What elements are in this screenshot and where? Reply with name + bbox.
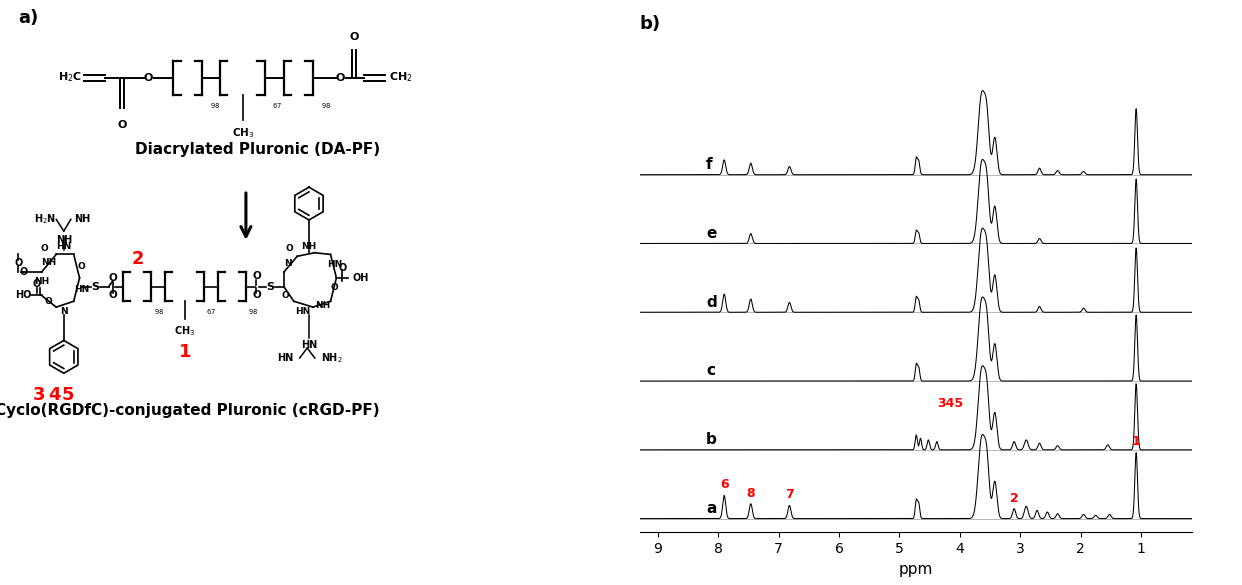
Text: 6: 6 (720, 479, 729, 491)
Text: N: N (284, 259, 292, 268)
Text: O: O (335, 73, 345, 83)
Text: O: O (118, 120, 127, 130)
Text: $_{98}$: $_{98}$ (210, 101, 220, 111)
Text: 1: 1 (1131, 435, 1140, 449)
Text: O: O (286, 244, 293, 253)
Text: HO: HO (15, 290, 32, 301)
Text: NH: NH (34, 277, 50, 287)
Text: $\mathbf{4}$: $\mathbf{4}$ (47, 386, 61, 404)
Text: H$_2$N: H$_2$N (34, 212, 56, 226)
Text: $_{98}$: $_{98}$ (248, 307, 258, 316)
Text: $\mathbf{5}$: $\mathbf{5}$ (61, 386, 75, 404)
Text: NH: NH (302, 242, 317, 252)
X-axis label: ppm: ppm (899, 562, 933, 577)
Text: S: S (267, 281, 274, 292)
Text: HN: HN (277, 353, 294, 363)
Text: a): a) (19, 9, 39, 27)
Text: f: f (705, 157, 713, 172)
Text: O: O (41, 244, 48, 253)
Text: HN: HN (296, 307, 310, 316)
Text: Cyclo(RGDfC)-conjugated Pluronic (cRGD-PF): Cyclo(RGDfC)-conjugated Pluronic (cRGD-P… (0, 403, 380, 418)
Text: $\mathbf{2}$: $\mathbf{2}$ (130, 250, 144, 267)
Text: S: S (92, 281, 99, 292)
Text: O: O (20, 267, 29, 277)
Text: $\mathbf{1}$: $\mathbf{1}$ (178, 343, 191, 361)
Text: e: e (705, 226, 717, 241)
Text: O: O (143, 73, 153, 83)
Text: O: O (14, 258, 22, 269)
Text: CH$_3$: CH$_3$ (232, 126, 255, 140)
Text: $_{98}$: $_{98}$ (320, 101, 330, 111)
Text: O: O (252, 271, 261, 281)
Text: 2: 2 (1010, 491, 1018, 505)
Text: 7: 7 (785, 488, 794, 501)
Text: $_{98}$: $_{98}$ (154, 307, 164, 316)
Text: d: d (705, 294, 717, 309)
Text: O: O (338, 263, 347, 273)
Text: Diacrylated Pluronic (DA-PF): Diacrylated Pluronic (DA-PF) (135, 142, 380, 157)
Text: O: O (349, 32, 359, 42)
Text: NH: NH (56, 235, 72, 245)
Text: NH: NH (315, 301, 330, 310)
Text: 8: 8 (746, 487, 755, 500)
Text: NH: NH (41, 257, 56, 267)
Text: $_{67}$: $_{67}$ (206, 307, 216, 316)
Text: O: O (32, 278, 41, 289)
Text: HN: HN (301, 340, 317, 350)
Text: O: O (252, 290, 261, 301)
Text: b: b (705, 432, 717, 447)
Text: a: a (705, 501, 717, 516)
Text: NH: NH (73, 214, 89, 225)
Text: O: O (330, 283, 339, 292)
Text: 345: 345 (938, 397, 964, 410)
Text: HN: HN (327, 260, 343, 269)
Text: O: O (45, 297, 52, 306)
Text: HN: HN (73, 285, 89, 294)
Text: O: O (77, 261, 86, 271)
Text: HN: HN (56, 242, 71, 252)
Text: b): b) (640, 15, 661, 33)
Text: H$_2$C: H$_2$C (58, 70, 82, 84)
Text: N: N (60, 307, 67, 316)
Text: CH$_2$: CH$_2$ (389, 70, 412, 84)
Text: $\mathbf{3}$: $\mathbf{3}$ (32, 386, 45, 404)
Text: O: O (108, 290, 117, 301)
Text: c: c (705, 363, 715, 378)
Text: OH: OH (353, 273, 369, 283)
Text: NH$_2$: NH$_2$ (320, 351, 343, 365)
Text: O: O (282, 291, 289, 300)
Text: CH$_3$: CH$_3$ (174, 325, 195, 339)
Text: $_{67}$: $_{67}$ (272, 101, 282, 111)
Text: O: O (108, 273, 117, 283)
